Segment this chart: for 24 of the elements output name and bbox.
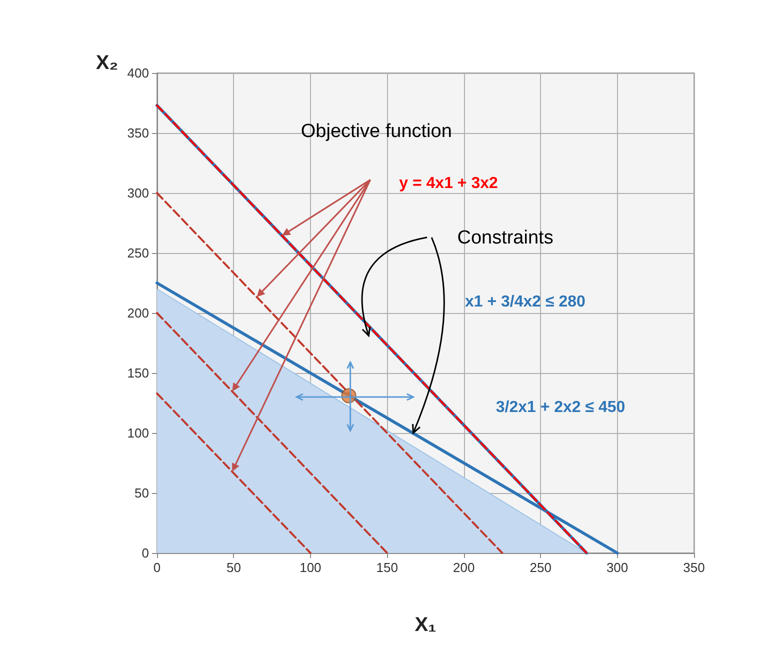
y-tick-label: 200 xyxy=(127,306,149,320)
x-tick-label: 100 xyxy=(300,560,322,575)
annotation: 3/2x1 + 2x2 ≤ 450 xyxy=(496,399,626,416)
annotation: Constraints xyxy=(457,228,554,249)
annotation: Objective function xyxy=(300,120,452,142)
x-tick-label: 300 xyxy=(606,560,628,575)
x-tick-label: 350 xyxy=(683,560,705,575)
x-tick-label: 50 xyxy=(226,560,241,575)
y-tick-label: 300 xyxy=(127,186,149,200)
y-tick-label: 0 xyxy=(142,546,149,560)
y-tick-label: 100 xyxy=(127,426,149,440)
text: y = 4x1 + 3x2 xyxy=(399,174,498,192)
x-tick-label: 200 xyxy=(453,560,475,575)
y-tick-label: 350 xyxy=(127,126,149,140)
y-axis-title: X₂ xyxy=(96,52,118,74)
y-tick-label: 250 xyxy=(127,246,149,260)
x-axis-title: X₁ xyxy=(414,614,436,636)
y-tick-label: 150 xyxy=(127,366,149,380)
x-tick-label: 0 xyxy=(153,560,161,575)
x-tick-label: 250 xyxy=(530,560,552,575)
x-tick-label: 150 xyxy=(376,560,398,575)
annotation: x1 + 3/4x2 ≤ 280 xyxy=(465,293,586,310)
y-tick-label: 400 xyxy=(127,66,149,80)
y-tick-label: 50 xyxy=(134,486,149,500)
